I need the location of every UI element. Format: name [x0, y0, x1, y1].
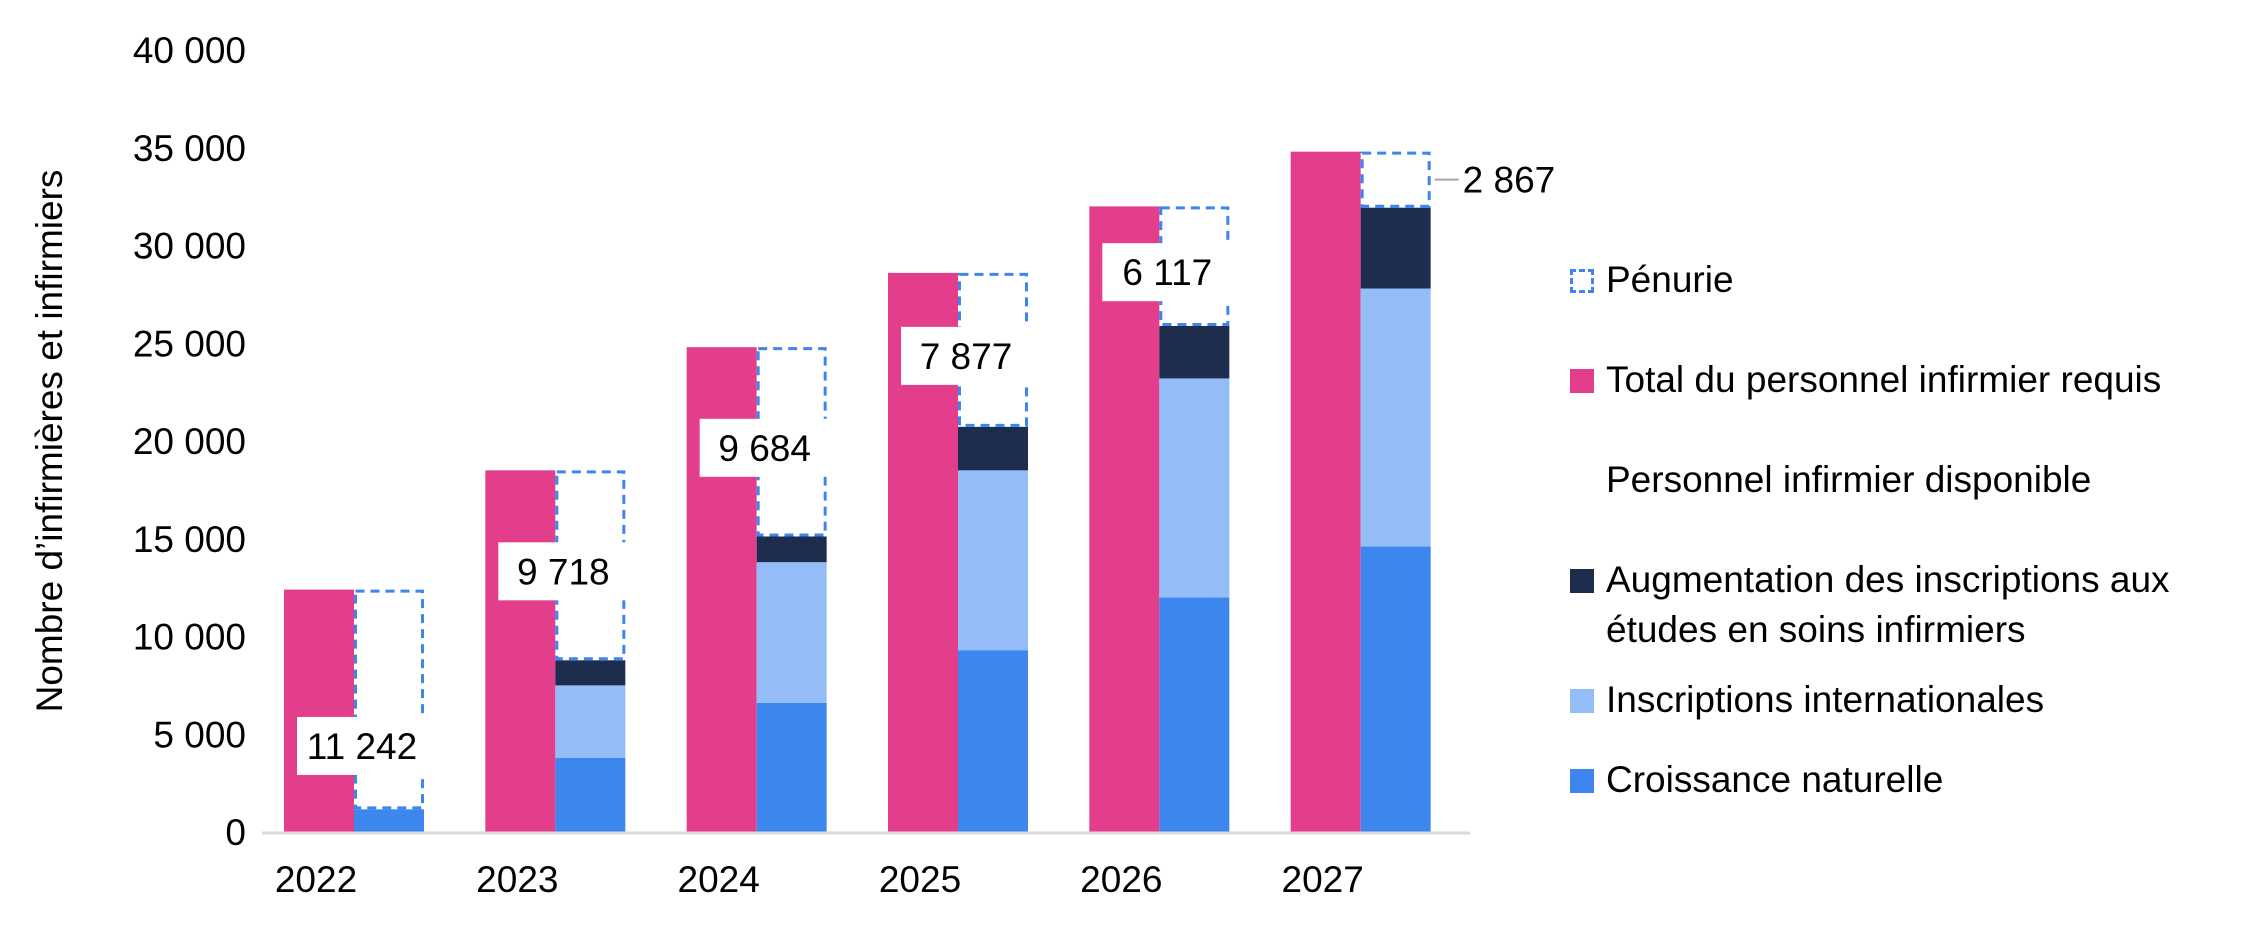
y-tick-label: 35 000: [133, 128, 246, 169]
legend-label: Total du personnel infirmier requis: [1606, 359, 2162, 400]
legend-swatch: [1570, 689, 1594, 713]
x-tick-label: 2023: [476, 859, 558, 900]
bar-segment: [1159, 325, 1230, 379]
legend-label: Augmentation des inscriptions aux études…: [1606, 559, 2170, 650]
y-tick-label: 15 000: [133, 519, 246, 560]
legend-swatch: [1570, 369, 1594, 393]
x-tick-label: 2026: [1080, 859, 1162, 900]
x-tick-label: 2022: [275, 859, 357, 900]
legend-label: Pénurie: [1606, 259, 1734, 300]
legend-swatch: [1570, 569, 1594, 593]
data-label: 9 718: [517, 551, 610, 592]
bar-required: [485, 470, 556, 832]
bar-segment: [958, 650, 1028, 832]
data-label: 6 117: [1122, 252, 1212, 293]
bar-segment: [756, 702, 827, 832]
legend-swatch: [1570, 269, 1594, 293]
bar-required: [1290, 151, 1361, 832]
bar-segment: [555, 685, 626, 758]
bar-segment: [1360, 288, 1431, 547]
bar-required: [1089, 206, 1160, 832]
legend-swatch: [1570, 769, 1594, 793]
x-tick-label: 2025: [879, 859, 961, 900]
legend-label: Croissance naturelle: [1606, 759, 1944, 800]
legend-label: Personnel infirmier disponible: [1606, 459, 2092, 500]
data-label: 2 867: [1463, 160, 1556, 201]
bar-segment: [1159, 378, 1230, 598]
data-label: 11 242: [307, 726, 417, 767]
y-tick-label: 40 000: [133, 30, 246, 71]
bar-segment: [555, 660, 626, 686]
bar-shortage: [555, 470, 626, 661]
data-label: 7 877: [920, 336, 1013, 377]
bar-shortage: [1360, 151, 1431, 208]
bar-segment: [1159, 597, 1230, 832]
bar-segment: [756, 536, 827, 563]
y-tick-label: 30 000: [133, 226, 246, 267]
bar-segment: [958, 426, 1028, 471]
y-tick-label: 10 000: [133, 617, 246, 658]
data-label-bg: [1102, 243, 1233, 302]
bar-segment: [555, 757, 626, 832]
bar-shortage: [354, 589, 424, 810]
data-label: 9 684: [718, 428, 811, 469]
bar-segment: [1360, 546, 1431, 832]
bar-segment: [1360, 207, 1431, 289]
data-label-bg: [297, 716, 427, 775]
bar-segment: [756, 562, 827, 703]
y-tick-label: 20 000: [133, 421, 246, 462]
y-tick-label: 25 000: [133, 323, 246, 364]
data-label-bg: [901, 326, 1031, 385]
y-axis-title: Nombre d’infirmières et infirmiers: [29, 170, 70, 713]
bar-segment: [958, 470, 1028, 651]
x-tick-label: 2024: [678, 859, 760, 900]
y-tick-label: 0: [225, 812, 246, 853]
x-tick-label: 2027: [1282, 859, 1364, 900]
data-label-bg: [498, 542, 629, 601]
y-tick-label: 5 000: [153, 714, 246, 755]
bar-segment: [354, 809, 424, 832]
bar-required: [284, 589, 354, 832]
legend-label: Inscriptions internationales: [1606, 679, 2045, 720]
data-label-bg: [699, 418, 830, 477]
